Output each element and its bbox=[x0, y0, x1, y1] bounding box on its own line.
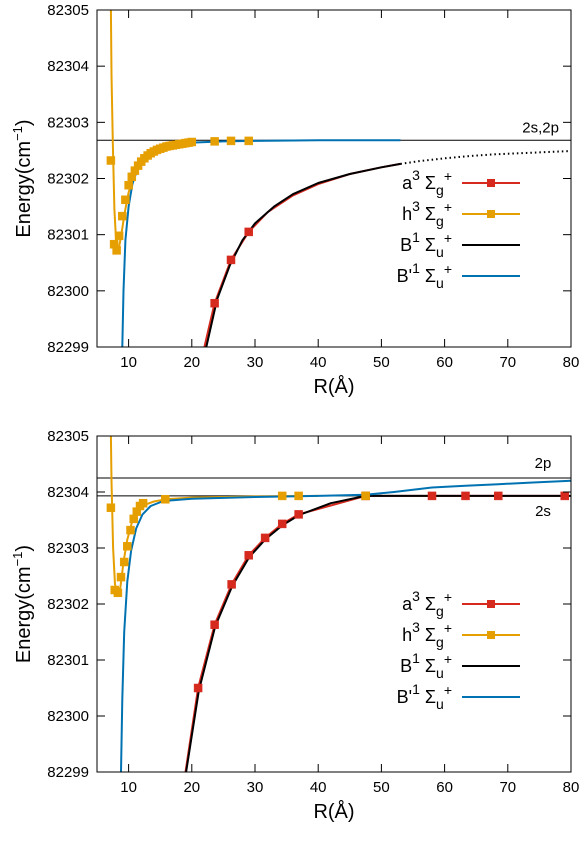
y-axis-title: Energy(cm−1) bbox=[10, 545, 35, 663]
plot-area bbox=[106, 436, 571, 772]
series-a3g-point bbox=[294, 510, 303, 519]
series-h3g-point bbox=[161, 495, 170, 504]
series-a3g-point bbox=[226, 255, 236, 265]
y-tick-label: 82300 bbox=[47, 708, 89, 725]
x-tick-label: 40 bbox=[310, 354, 327, 371]
reference-label-2s: 2s bbox=[535, 503, 551, 520]
series-h3g-point bbox=[123, 542, 132, 551]
legend-label-series-a3g: a3 Σg+ bbox=[402, 588, 452, 619]
series-h3g-point bbox=[361, 491, 370, 501]
chart-panel-top: 2s,2p 82299 82300 82301 82302 82303 82304 82305… bbox=[10, 2, 579, 398]
legend-marker-series-h3g bbox=[487, 631, 495, 639]
series-h3g-point bbox=[187, 137, 197, 147]
y-tick-label: 82304 bbox=[47, 484, 89, 501]
legend-label-series-b1u: B'1 Σu+ bbox=[397, 681, 452, 712]
series-h3g-point bbox=[210, 137, 219, 146]
reference-label-bg bbox=[515, 117, 567, 138]
series-h3g-point bbox=[116, 572, 126, 582]
x-tick-label: 10 bbox=[120, 779, 137, 796]
series-a3g-point bbox=[244, 551, 253, 560]
series-h3g-point bbox=[113, 588, 123, 598]
legend-label-series-h3g: h3 Σg+ bbox=[402, 619, 452, 650]
series-h3g-point bbox=[124, 180, 133, 190]
legend-marker-series-h3g bbox=[487, 210, 495, 218]
series-h3g-point bbox=[126, 525, 135, 535]
series-h3g-point bbox=[129, 514, 138, 524]
x-tick-label: 20 bbox=[183, 779, 200, 796]
plot-area bbox=[106, 10, 571, 347]
x-tick-label: 60 bbox=[436, 779, 453, 796]
series-h3g-point bbox=[244, 136, 253, 146]
x-tick-label: 70 bbox=[499, 779, 516, 796]
legend-label-series-h3g: h3 Σg+ bbox=[402, 198, 452, 229]
series-a3g-point bbox=[193, 683, 203, 693]
y-tick-label: 82299 bbox=[47, 764, 89, 781]
series-h3g-point bbox=[106, 503, 116, 512]
series-a3g-point bbox=[277, 519, 287, 529]
series-a3g-point bbox=[210, 298, 219, 308]
y-tick-label: 82299 bbox=[47, 339, 89, 356]
y-tick-label: 82303 bbox=[47, 114, 89, 131]
series-h3g-point bbox=[106, 156, 116, 165]
legend-marker-series-a3g bbox=[487, 179, 495, 187]
y-axis-title: Energy(cm−1) bbox=[10, 119, 35, 237]
x-tick-label: 80 bbox=[563, 354, 580, 371]
x-tick-label: 30 bbox=[247, 779, 264, 796]
legend-marker-series-a3g bbox=[487, 600, 495, 608]
y-tick-label: 82301 bbox=[47, 227, 89, 244]
legend-label-series-b1u: B1 Σu+ bbox=[400, 650, 452, 681]
series-a3g-point bbox=[427, 491, 437, 501]
series-h3g-point bbox=[138, 498, 148, 508]
x-tick-label: 30 bbox=[247, 354, 264, 371]
legend-label-series-b1u: B'1 Σu+ bbox=[397, 260, 452, 291]
chart-panel-bottom: 2p 2s 82299 82300 82301 82302 82303 82304 82305 1… bbox=[10, 428, 579, 823]
series-b1u-dotted-line bbox=[400, 150, 571, 165]
y-tick-label: 82305 bbox=[47, 2, 89, 19]
y-tick-label: 82305 bbox=[47, 428, 89, 445]
x-tick-label: 20 bbox=[183, 354, 200, 371]
series-h3g-point bbox=[277, 491, 287, 501]
series-a3g-point bbox=[560, 491, 569, 501]
legend-label-series-a3g: a3 Σg+ bbox=[402, 167, 452, 198]
x-tick-label: 10 bbox=[120, 354, 137, 371]
series-h3g-point bbox=[121, 195, 130, 205]
series-a3g-point bbox=[210, 620, 219, 629]
series-b1u-line bbox=[120, 479, 571, 772]
series-h3g-point bbox=[119, 557, 129, 567]
series-h3g-point bbox=[114, 231, 124, 241]
series-a3g-point bbox=[260, 533, 270, 543]
x-axis-title: R(Å) bbox=[313, 800, 354, 823]
series-b1u-line bbox=[205, 162, 401, 347]
x-tick-label: 70 bbox=[499, 354, 516, 371]
series-h3g-point bbox=[294, 491, 303, 501]
y-tick-label: 82301 bbox=[47, 652, 89, 669]
series-a3g-point bbox=[227, 580, 236, 589]
series-a3g-point bbox=[494, 491, 503, 501]
y-tick-label: 82303 bbox=[47, 540, 89, 557]
x-tick-label: 50 bbox=[373, 779, 390, 796]
y-tick-label: 82302 bbox=[47, 596, 89, 613]
y-tick-label: 82304 bbox=[47, 58, 89, 75]
series-b1u-line bbox=[185, 494, 571, 772]
x-tick-label: 60 bbox=[436, 354, 453, 371]
x-tick-label: 50 bbox=[373, 354, 390, 371]
series-a3g-point bbox=[461, 491, 470, 501]
series-a3g-line bbox=[184, 494, 565, 772]
y-tick-label: 82300 bbox=[47, 283, 89, 300]
legend-label-series-b1u: B1 Σu+ bbox=[400, 229, 452, 260]
reference-label-2s2p: 2s,2p bbox=[522, 119, 559, 136]
series-a3g-point bbox=[244, 227, 253, 237]
x-tick-label: 40 bbox=[310, 779, 327, 796]
series-h3g-point bbox=[226, 136, 236, 146]
y-tick-label: 82302 bbox=[47, 171, 89, 188]
x-axis-title: R(Å) bbox=[313, 375, 354, 398]
x-tick-label: 80 bbox=[563, 779, 580, 796]
series-h3g-point bbox=[112, 246, 121, 255]
reference-label-2p: 2p bbox=[535, 455, 552, 472]
series-h3g-point bbox=[118, 211, 127, 221]
